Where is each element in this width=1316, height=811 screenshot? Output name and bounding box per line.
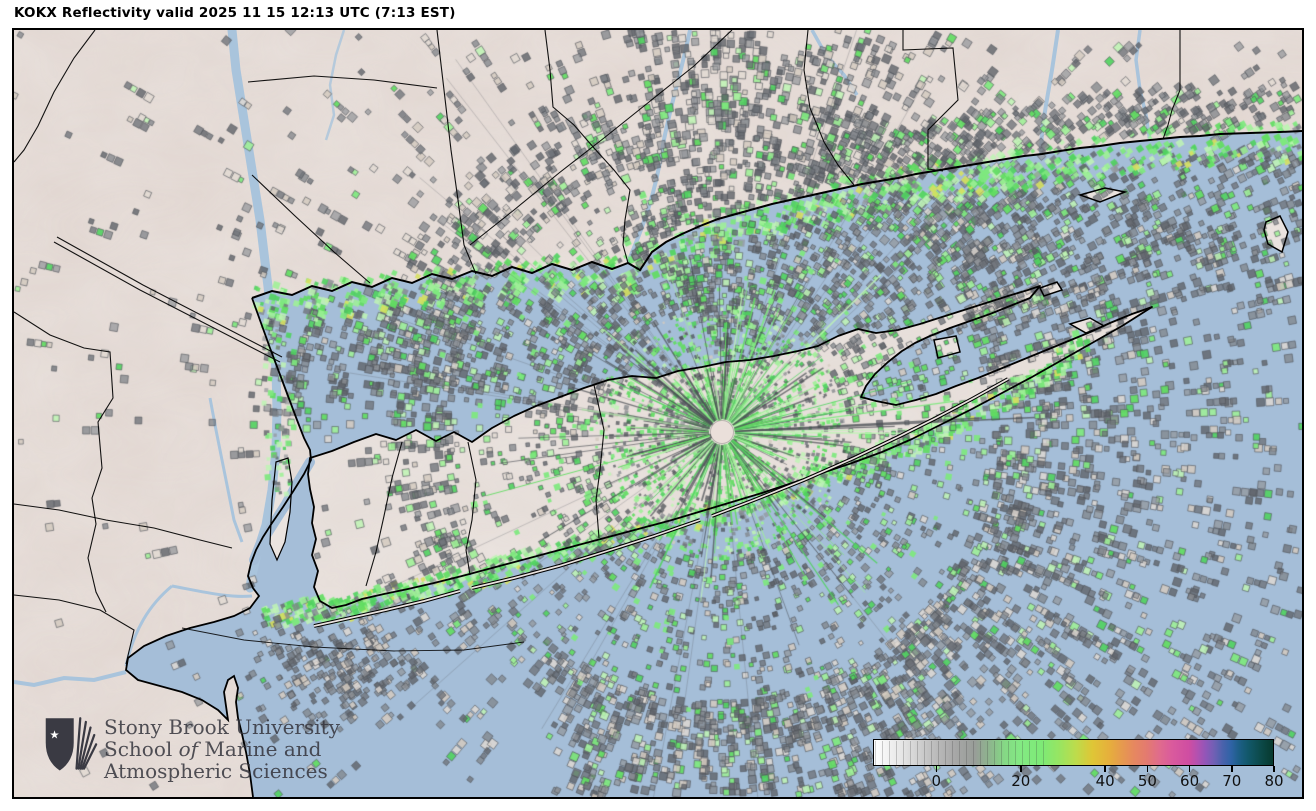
- colorbar-tick: [1188, 766, 1191, 772]
- radar-map: ★ Stony Brook University School of Marin…: [12, 28, 1304, 799]
- colorbar-tick: [1104, 766, 1106, 772]
- colorbar-tick: [1019, 766, 1022, 772]
- logo-line-1: Stony Brook University: [104, 715, 340, 739]
- colorbar-tick-label: 70: [1222, 772, 1242, 790]
- colorbar-tick: [1146, 766, 1149, 772]
- logo-line-3: Atmospheric Sciences: [104, 759, 328, 783]
- colorbar-tick: [1273, 766, 1275, 772]
- sbu-logo: ★ Stony Brook University School of Marin…: [42, 710, 340, 788]
- coastline-border-layer: [14, 30, 1302, 797]
- reflectivity-colorbar: 0 20 40 50 60 70 80: [873, 739, 1284, 790]
- page-title: KOKX Reflectivity valid 2025 11 15 12:13…: [14, 5, 456, 21]
- colorbar-tick-label: 20: [1011, 772, 1031, 790]
- colorbar-tick-label: 60: [1180, 772, 1200, 790]
- svg-text:★: ★: [49, 729, 59, 742]
- sbu-logo-text: Stony Brook University School of Marine …: [104, 716, 340, 782]
- colorbar-tick-label: 50: [1137, 772, 1157, 790]
- colorbar-tick-label: 80: [1264, 772, 1284, 790]
- colorbar-bin-lines: [875, 741, 1045, 765]
- sbu-shield-icon: ★: [45, 717, 98, 771]
- colorbar-tick: [1230, 766, 1233, 772]
- radar-clutter-canvas: [14, 30, 1302, 797]
- colorbar-gradient: [873, 739, 1274, 766]
- colorbar-tick: [935, 766, 938, 772]
- logo-line-2: School of Marine and: [104, 737, 322, 761]
- colorbar-tick-label: 40: [1095, 772, 1115, 790]
- colorbar-tick-label: 0: [931, 772, 942, 790]
